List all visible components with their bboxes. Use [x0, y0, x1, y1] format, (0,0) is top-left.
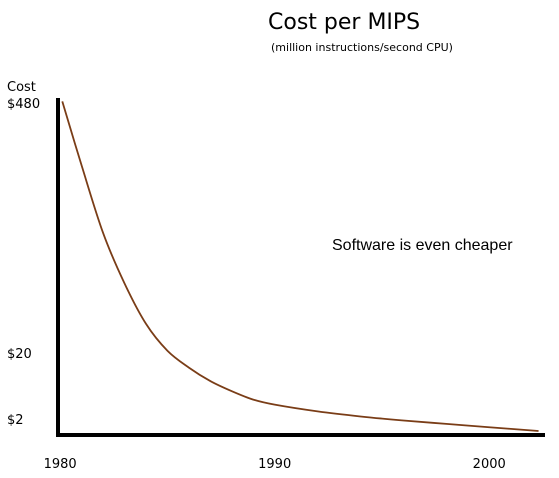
y-tick-label-2: $2 — [7, 413, 24, 428]
y-tick-labels: $480 $20 $2 — [7, 97, 40, 428]
chart-title: Cost per MIPS — [268, 10, 420, 35]
annotation-software-cheaper: Software is even cheaper — [332, 237, 513, 254]
cost-curve-line — [61, 101, 539, 432]
x-tick-label-2000: 2000 — [473, 457, 506, 472]
chart-subtitle: (million instructions/second CPU) — [271, 41, 453, 54]
y-tick-label-480: $480 — [7, 97, 40, 112]
series-layer — [61, 101, 539, 432]
x-tick-label-1990: 1990 — [258, 457, 291, 472]
y-axis-label: Cost — [7, 80, 36, 95]
y-tick-label-20: $20 — [7, 347, 32, 362]
x-tick-labels: 1980 1990 2000 — [44, 457, 506, 472]
x-tick-label-1980: 1980 — [44, 457, 77, 472]
